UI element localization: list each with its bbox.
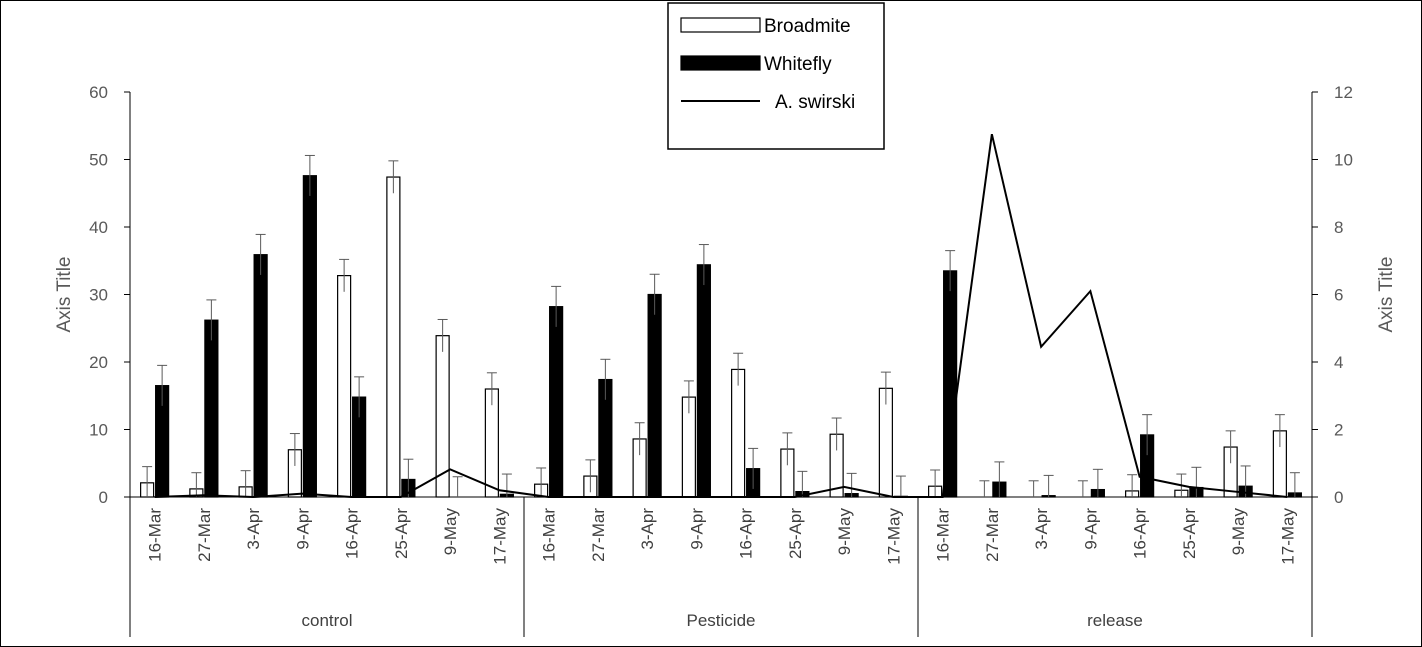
whitefly-bar xyxy=(204,319,219,498)
category-label: 27-Mar xyxy=(589,508,608,562)
right-tick-label: 8 xyxy=(1334,218,1343,237)
broadmite-bar xyxy=(878,387,893,498)
whitefly-bar xyxy=(253,254,268,498)
broadmite-bar xyxy=(386,176,401,498)
group-label: control xyxy=(301,611,352,630)
group-label: release xyxy=(1087,611,1143,630)
left-tick-label: 40 xyxy=(89,218,108,237)
legend-label: Broadmite xyxy=(764,16,851,37)
category-label: 9-May xyxy=(441,508,460,556)
category-label: 3-Apr xyxy=(244,508,263,550)
category-label: 9-Apr xyxy=(687,508,706,550)
right-tick-label: 0 xyxy=(1334,488,1343,507)
whitefly-bar xyxy=(943,270,958,498)
left-tick-label: 10 xyxy=(89,421,108,440)
category-label: 25-Apr xyxy=(786,508,805,559)
broadmite-bar xyxy=(337,275,352,498)
left-tick-label: 20 xyxy=(89,353,108,372)
category-label: 16-Mar xyxy=(934,508,953,562)
category-label: 9-Apr xyxy=(293,508,312,550)
category-label: 9-May xyxy=(1229,508,1248,556)
legend-swatch xyxy=(680,55,761,71)
category-label: 3-Apr xyxy=(638,508,657,550)
category-label: 27-Mar xyxy=(983,508,1002,562)
category-label: 16-Mar xyxy=(146,508,165,562)
left-axis-title: Axis Title xyxy=(54,256,75,332)
category-label: 17-May xyxy=(490,508,509,565)
category-label: 9-Apr xyxy=(1081,508,1100,550)
category-label: 25-Apr xyxy=(392,508,411,559)
category-label: 16-Apr xyxy=(1131,508,1150,559)
right-tick-label: 10 xyxy=(1334,151,1353,170)
whitefly-bar xyxy=(696,264,711,498)
right-tick-label: 6 xyxy=(1334,286,1343,305)
category-label: 25-Apr xyxy=(1180,508,1199,559)
category-label: 16-Mar xyxy=(540,508,559,562)
category-label: 17-May xyxy=(1278,508,1297,565)
category-label: 17-May xyxy=(884,508,903,565)
whitefly-bar xyxy=(302,175,317,498)
category-label: 16-Apr xyxy=(737,508,756,559)
right-tick-label: 12 xyxy=(1334,83,1353,102)
category-label: 16-Apr xyxy=(343,508,362,559)
category-label: 3-Apr xyxy=(1032,508,1051,550)
right-tick-label: 2 xyxy=(1334,421,1343,440)
category-label: 27-Mar xyxy=(195,508,214,562)
broadmite-bar xyxy=(731,368,746,498)
a-swirski-line xyxy=(154,133,1288,499)
left-tick-label: 60 xyxy=(89,83,108,102)
group-label: Pesticide xyxy=(687,611,756,630)
category-label: 9-May xyxy=(835,508,854,556)
legend-label: A. swirski xyxy=(775,92,855,113)
whitefly-bar xyxy=(549,306,564,498)
legend-label: Whitefly xyxy=(764,54,832,75)
right-axis-title: Axis Title xyxy=(1376,256,1397,332)
left-tick-label: 50 xyxy=(89,151,108,170)
legend-swatch xyxy=(680,17,761,33)
right-tick-label: 4 xyxy=(1334,353,1343,372)
left-tick-label: 30 xyxy=(89,286,108,305)
left-tick-label: 0 xyxy=(99,488,108,507)
whitefly-bar xyxy=(647,293,662,498)
